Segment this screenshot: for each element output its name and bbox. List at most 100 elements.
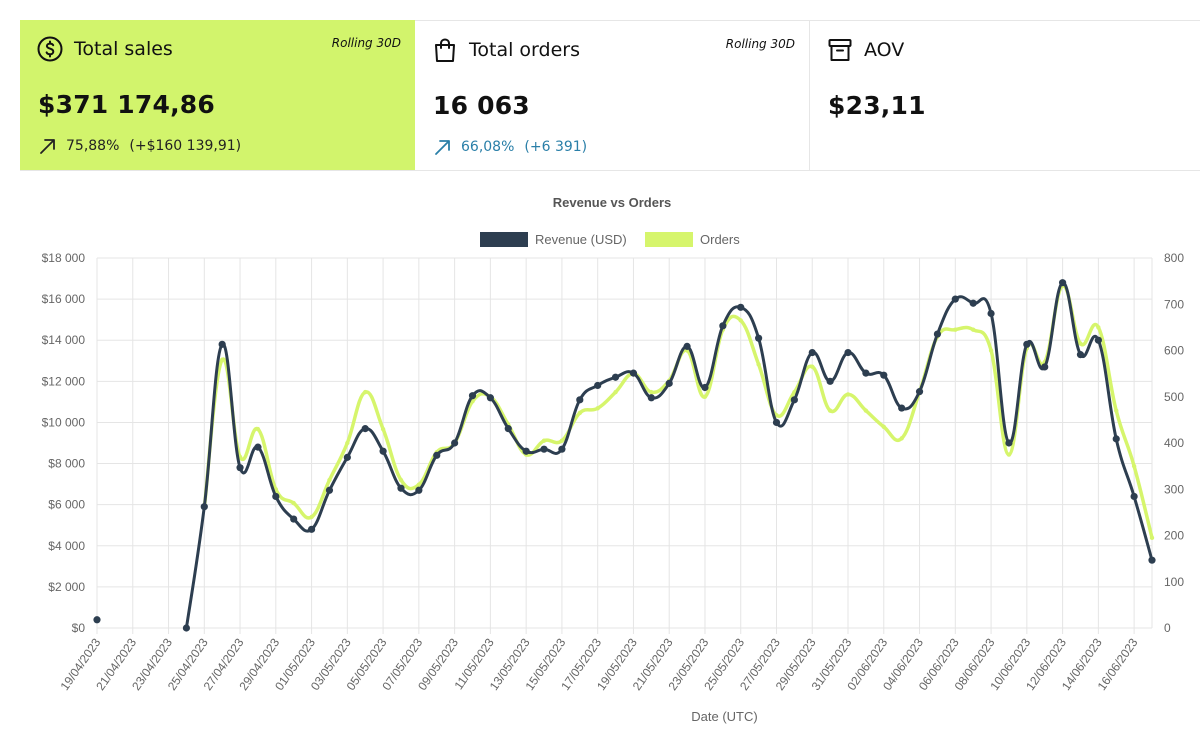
revenue-point	[504, 425, 512, 433]
revenue-point	[522, 447, 530, 455]
y-left-tick-label: $16 000	[42, 292, 86, 306]
revenue-point	[898, 404, 906, 412]
kpi-cards: Total sales Rolling 30D $371 174,86 75,8…	[20, 20, 1200, 171]
y-right-tick-label: 500	[1164, 390, 1184, 404]
card-value: $23,11	[828, 91, 926, 120]
y-left-tick-label: $6 000	[48, 498, 85, 512]
aov-card[interactable]: AOV $23,11	[810, 20, 1200, 170]
revenue-point	[182, 624, 191, 632]
orders-point	[380, 426, 386, 432]
revenue-point	[1023, 340, 1031, 348]
revenue-point	[433, 451, 441, 459]
rolling-period: Rolling 30D	[331, 36, 401, 50]
revenue-point	[307, 525, 316, 533]
legend-swatch	[480, 232, 528, 247]
arrow-up-right-icon	[435, 140, 450, 155]
revenue-point	[200, 503, 208, 511]
orders-point	[988, 348, 994, 353]
revenue-point	[1076, 351, 1085, 359]
orders-point	[398, 477, 404, 483]
orders-point	[1114, 408, 1119, 413]
revenue-point	[611, 373, 620, 381]
revenue-point	[343, 453, 351, 461]
total-orders-card[interactable]: Total orders Rolling 30D 16 063 66,08% (…	[415, 20, 810, 170]
orders-point	[345, 440, 350, 446]
y-right-tick-label: 700	[1164, 297, 1184, 311]
orders-point	[649, 389, 654, 395]
y-left-tick-label: $12 000	[42, 374, 86, 388]
delta-percent: 66,08%	[461, 139, 515, 155]
orders-series-line	[202, 284, 1154, 539]
orders-point	[810, 364, 815, 369]
orders-point	[595, 406, 600, 411]
revenue-point	[1112, 435, 1120, 443]
revenue-point	[808, 348, 816, 357]
y-right-tick-label: 800	[1164, 251, 1184, 265]
y-right-tick-label: 100	[1164, 575, 1184, 589]
rolling-period: Rolling 30D	[725, 37, 795, 51]
y-left-tick-label: $10 000	[42, 415, 86, 429]
revenue-orders-chart: Revenue vs Orders Revenue (USD) Orders $0 $2…	[42, 195, 1185, 724]
revenue-point	[1058, 279, 1067, 287]
orders-point	[899, 436, 904, 441]
y-right-tick-label: 0	[1164, 621, 1171, 635]
y-left-tick-label: $2 000	[48, 580, 85, 594]
revenue-point	[236, 464, 244, 472]
chart-title: Revenue vs Orders	[553, 195, 672, 210]
revenue-point	[290, 515, 298, 523]
y-right-tick-label: 200	[1164, 529, 1184, 543]
revenue-point	[468, 392, 477, 400]
y-right-tick-label: 300	[1164, 482, 1184, 496]
orders-point	[863, 408, 869, 413]
revenue-point	[719, 322, 727, 330]
revenue-point	[826, 377, 834, 385]
archive-box-icon	[828, 39, 852, 61]
y-left-tick-label: $18 000	[42, 251, 86, 265]
orders-point	[792, 389, 797, 395]
legend-swatch	[645, 232, 693, 247]
revenue-point	[1130, 492, 1138, 501]
y-right-tick-label: 400	[1164, 436, 1184, 450]
orders-point	[255, 426, 261, 432]
card-label: Total orders	[469, 39, 580, 61]
card-value: 16 063	[433, 91, 530, 120]
delta-absolute: (+$160 139,91)	[129, 138, 242, 154]
orders-point	[881, 424, 886, 430]
y-left-tick-label: $0	[72, 621, 86, 635]
card-label: Total sales	[74, 38, 173, 60]
y-left-tick-label: $4 000	[48, 539, 85, 553]
card-delta: 75,88% (+$160 139,91)	[38, 136, 241, 156]
delta-absolute: (+6 391)	[524, 139, 588, 155]
revenue-point	[737, 303, 745, 311]
revenue-point	[915, 388, 924, 396]
revenue-point	[379, 447, 387, 455]
revenue-point	[862, 369, 870, 377]
card-delta: 66,08% (+6 391)	[433, 137, 587, 157]
total-sales-card[interactable]: Total sales Rolling 30D $371 174,86 75,8…	[20, 20, 415, 170]
revenue-point	[933, 330, 942, 338]
revenue-point	[558, 445, 566, 453]
revenue-point	[629, 369, 638, 377]
delta-percent: 75,88%	[66, 138, 120, 154]
revenue-point	[93, 616, 101, 624]
revenue-point	[1148, 556, 1156, 564]
orders-point	[363, 389, 368, 395]
orders-point	[702, 394, 708, 399]
revenue-point	[1005, 439, 1013, 447]
revenue-point	[397, 484, 405, 492]
revenue-point	[969, 299, 977, 307]
legend-label: Revenue (USD)	[535, 232, 627, 247]
revenue-point	[540, 445, 548, 453]
orders-point	[416, 482, 422, 487]
revenue-point	[415, 486, 423, 494]
orders-point	[1006, 452, 1012, 457]
revenue-point	[951, 295, 959, 303]
orders-point	[1096, 325, 1101, 330]
revenue-point	[576, 396, 584, 404]
orders-point	[219, 357, 225, 362]
revenue-point	[451, 439, 459, 447]
y-right-tick-label: 600	[1164, 344, 1184, 358]
revenue-point	[880, 371, 888, 379]
shopping-bag-icon	[435, 38, 455, 62]
revenue-point	[755, 334, 763, 342]
